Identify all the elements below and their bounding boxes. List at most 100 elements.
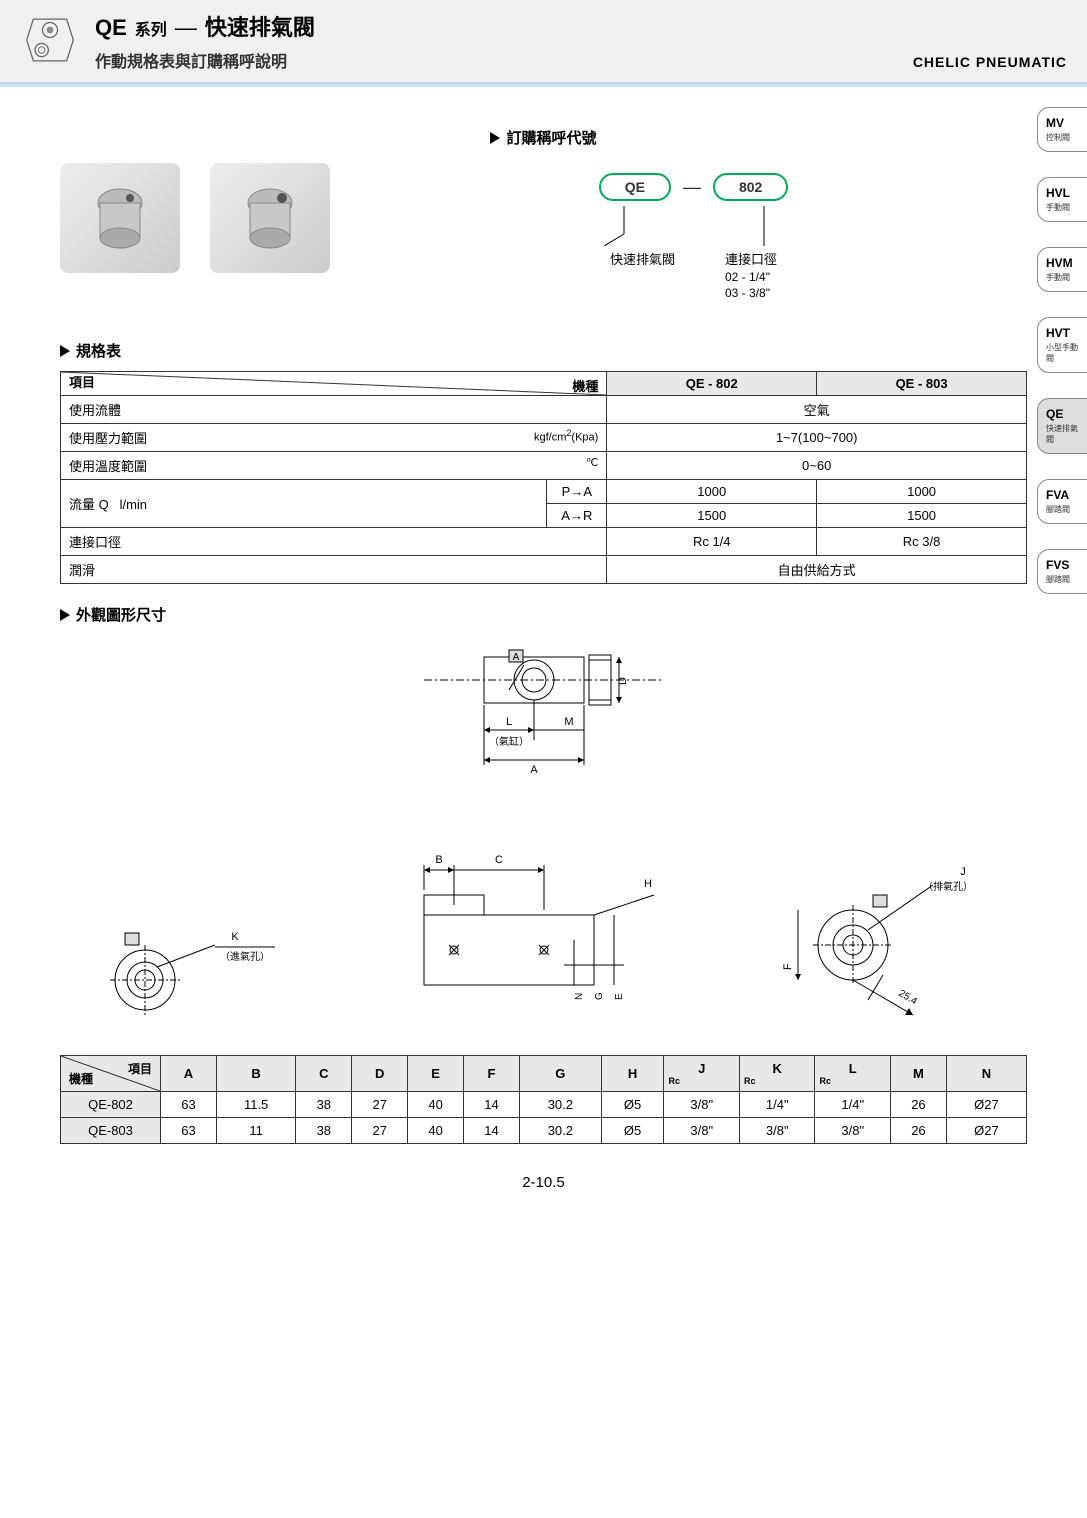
svg-text:F: F (782, 963, 794, 970)
spec-col-0: QE - 802 (607, 372, 817, 396)
header: QE 系列 — 快速排氣閥 作動規格表與訂購稱呼說明 CHELIC PNEUMA… (0, 0, 1087, 82)
spec-row-label: 使用流體 (61, 396, 607, 424)
dim-val: Ø27 (946, 1118, 1026, 1144)
flow-label: 流量 Q (69, 497, 109, 512)
dim-val: 30.2 (519, 1118, 601, 1144)
product-photo-2 (210, 163, 330, 273)
dim-col-K: KRc (739, 1056, 815, 1092)
section-order-head: 訂購稱呼代號 (60, 127, 1027, 148)
pill-qe: QE (599, 173, 671, 201)
svg-text:B: B (435, 854, 442, 866)
dim-val: 40 (408, 1092, 464, 1118)
dim-fig-left: K （進氣孔） (95, 895, 295, 1035)
tab-code: QE (1046, 407, 1083, 421)
dim-model: QE-803 (61, 1118, 161, 1144)
side-tabs: MV控制閥HVL手動閥HVM手動閥HVT小型手動閥QE快速排氣閥FVA腳踏閥FV… (1037, 107, 1087, 594)
pill-size: 802 (713, 173, 788, 201)
tab-mv[interactable]: MV 控制閥 (1037, 107, 1087, 152)
dimension-figures: A D L （氣缸） M (60, 645, 1027, 1035)
section-spec-head: 規格表 (60, 340, 1027, 361)
header-text: QE 系列 — 快速排氣閥 作動規格表與訂購稱呼說明 CHELIC PNEUMA… (80, 10, 1067, 72)
order-label-1: 快速排氣閥 (610, 249, 675, 268)
dim-diag-left: 機種 (69, 1070, 93, 1087)
tab-qe[interactable]: QE 快速排氣閥 (1037, 398, 1087, 454)
order-size-2: 03 - 3/8" (725, 286, 770, 300)
flow-val-01: 1000 (817, 480, 1027, 504)
dim-col-M: M (890, 1056, 946, 1092)
dimension-table: 機種 項目 ABCDEFGHJRcKRcLRcMN QE-8026311.538… (60, 1055, 1027, 1144)
dim-val: 27 (352, 1118, 408, 1144)
title-dash: — (175, 15, 197, 41)
dim-val: 11.5 (216, 1092, 295, 1118)
dim-val: 26 (890, 1092, 946, 1118)
dim-col-E: E (408, 1056, 464, 1092)
tab-fva[interactable]: FVA腳踏閥 (1037, 479, 1087, 524)
port-label: 連接口徑 (61, 528, 607, 556)
dim-val: 3/8" (664, 1118, 740, 1144)
port-val-1: Rc 3/8 (817, 528, 1027, 556)
tab-label: 控制閥 (1046, 132, 1083, 143)
dim-model: QE-802 (61, 1092, 161, 1118)
arrow-icon (60, 609, 70, 621)
svg-text:K: K (231, 931, 239, 943)
dim-val: Ø5 (601, 1092, 664, 1118)
svg-text:J: J (960, 866, 966, 878)
dim-val: 1/4" (739, 1092, 815, 1118)
spec-row-label: 使用壓力範圍kgf/cm2(Kpa) (61, 424, 607, 452)
tab-label: 腳踏閥 (1046, 574, 1083, 585)
tab-code: HVL (1046, 186, 1083, 200)
dim-val: 3/8" (815, 1118, 891, 1144)
flow-unit: l/min (120, 497, 147, 512)
product-icon (20, 10, 80, 70)
flow-val-10: 1500 (607, 504, 817, 528)
dim-col-L: LRc (815, 1056, 891, 1092)
svg-text:（進氣孔）: （進氣孔） (220, 950, 270, 963)
dim-val: Ø5 (601, 1118, 664, 1144)
pill-dash: — (683, 177, 701, 198)
dim-val: 11 (216, 1118, 295, 1144)
dim-val: 26 (890, 1118, 946, 1144)
title-main: 快速排氣閥 (205, 10, 315, 42)
svg-text:N: N (574, 993, 585, 1000)
spec-val: 0~60 (607, 452, 1027, 480)
dim-diag-right: 項目 (128, 1060, 152, 1077)
tab-code: FVA (1046, 488, 1083, 502)
order-label-2: 連接口徑 (725, 249, 777, 268)
tab-hvm[interactable]: HVM手動閥 (1037, 247, 1087, 292)
tab-hvl[interactable]: HVL手動閥 (1037, 177, 1087, 222)
flow-val-00: 1000 (607, 480, 817, 504)
flow-sub-0: P→A (547, 480, 607, 504)
subtitle: 作動規格表與訂購稱呼說明 (95, 48, 287, 72)
dim-val: 27 (352, 1092, 408, 1118)
section-dim-head: 外觀圖形尺寸 (60, 604, 1027, 625)
dim-val: 3/8" (739, 1118, 815, 1144)
dim-val: 3/8" (664, 1092, 740, 1118)
dim-val: 38 (296, 1118, 352, 1144)
dim-val: 40 (408, 1118, 464, 1144)
dim-val: Ø27 (946, 1092, 1026, 1118)
dim-val: 63 (161, 1118, 217, 1144)
svg-text:H: H (644, 878, 652, 890)
product-photo-1 (60, 163, 180, 273)
tab-fvs[interactable]: FVS腳踏閥 (1037, 549, 1087, 594)
svg-text:M: M (564, 716, 573, 728)
svg-text:A: A (530, 764, 538, 776)
dim-col-H: H (601, 1056, 664, 1092)
dim-col-G: G (519, 1056, 601, 1092)
spec-col-1: QE - 803 (817, 372, 1027, 396)
dim-val: 1/4" (815, 1092, 891, 1118)
tab-code: MV (1046, 116, 1083, 130)
order-size-1: 02 - 1/4" (725, 270, 770, 284)
flow-sub-1: A→R (547, 504, 607, 528)
section-dim-title: 外觀圖形尺寸 (76, 604, 166, 625)
tab-hvt[interactable]: HVT小型手動閥 (1037, 317, 1087, 373)
title-series: 系列 (135, 16, 167, 40)
dim-col-F: F (464, 1056, 520, 1092)
spec-row-label: 使用溫度範圍℃ (61, 452, 607, 480)
tab-label: 快速排氣閥 (1046, 423, 1083, 445)
svg-text:（排氣孔）: （排氣孔） (923, 880, 973, 893)
dim-val: 63 (161, 1092, 217, 1118)
lube-label: 潤滑 (61, 556, 607, 584)
order-diagram: QE — 802 快速排氣閥 連接口徑 02 - 1/4" 03 - 3/8" (360, 163, 1027, 300)
svg-text:A: A (512, 652, 519, 663)
